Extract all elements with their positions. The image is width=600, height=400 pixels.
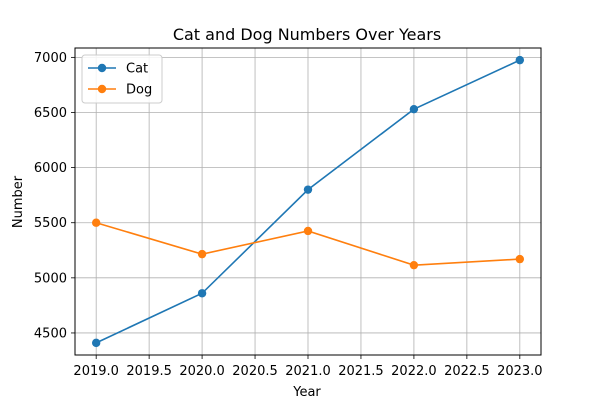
dog-data-point — [91, 218, 101, 227]
x-tick-label: 2020.5 — [232, 364, 278, 379]
x-tick-label: 2019.0 — [73, 364, 119, 379]
chart-title: Cat and Dog Numbers Over Years — [173, 25, 441, 44]
y-tick-label: 7000 — [34, 51, 67, 66]
legend-dog-marker — [97, 84, 107, 94]
x-tick-label: 2020.0 — [179, 364, 225, 379]
cat-data-point — [409, 104, 419, 114]
y-tick-label: 6000 — [34, 161, 67, 176]
x-tick-label: 2021.5 — [338, 364, 384, 379]
cat-data-point — [91, 338, 101, 348]
cat-data-point — [515, 55, 525, 65]
x-tick-label: 2019.5 — [126, 364, 172, 379]
dog-data-point — [515, 254, 525, 264]
x-tick-label: 2022.0 — [391, 364, 437, 379]
y-tick-label: 6500 — [34, 106, 67, 121]
dog-data-point — [197, 249, 207, 259]
cat-data-point — [303, 185, 313, 194]
y-axis-ticks: 4500 5000 5500 6000 6500 7000 — [34, 51, 75, 341]
dog-data-point — [409, 260, 419, 270]
cat-data-point — [197, 289, 207, 298]
legend: Cat Dog — [81, 54, 163, 104]
x-axis-label: Year — [292, 385, 321, 400]
x-tick-label: 2023.0 — [497, 364, 543, 379]
series-layer — [91, 55, 525, 348]
x-tick-label: 2021.0 — [285, 364, 331, 379]
grid — [75, 48, 541, 355]
legend-dog-label: Dog — [126, 83, 152, 98]
y-tick-label: 4500 — [34, 326, 67, 341]
legend-cat-marker — [97, 63, 107, 73]
dog-data-point — [303, 226, 313, 236]
y-tick-label: 5000 — [34, 271, 67, 286]
y-axis-label: Number — [11, 175, 26, 228]
y-tick-label: 5500 — [34, 216, 67, 231]
x-axis-ticks: 2019.0 2019.5 2020.0 2020.5 2021.0 2021.5 2022… — [73, 355, 543, 379]
legend-cat-label: Cat — [126, 62, 148, 77]
x-tick-label: 2022.5 — [444, 364, 490, 379]
